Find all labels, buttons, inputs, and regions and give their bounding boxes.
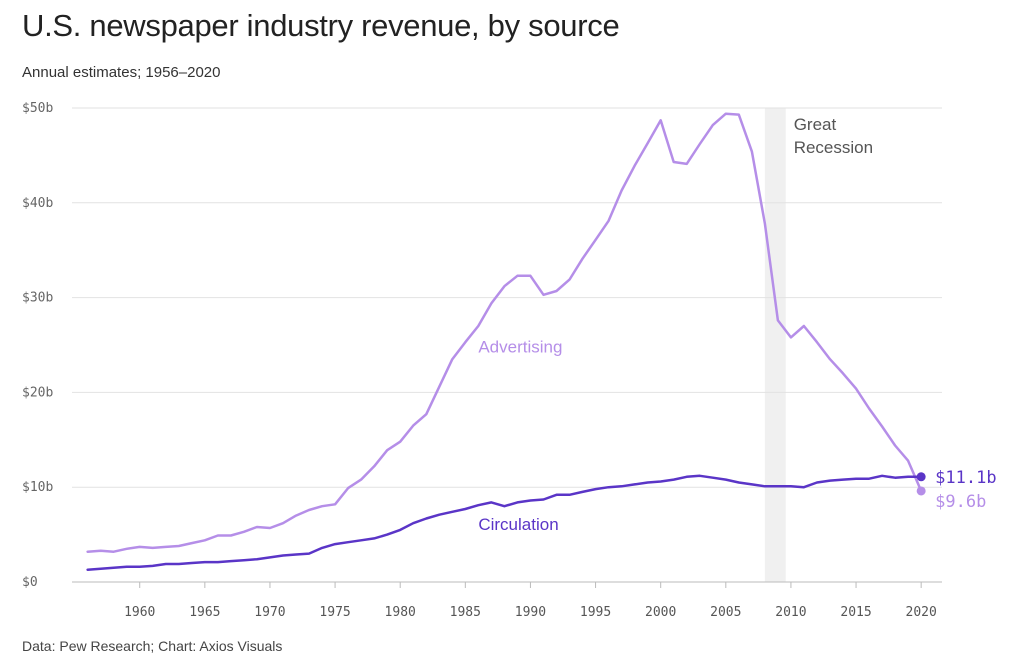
chart-subtitle: Annual estimates; 1956–2020 <box>22 64 221 81</box>
labels-layer: Advertising Circulation $11.1b $9.6b Great Re… <box>478 115 996 534</box>
x-tick-label: 2015 <box>840 605 871 620</box>
series-line-advertising <box>86 112 923 553</box>
chart-svg: $0$10b$20b$30b$40b$50b 1960 1965 1970 1975 1… <box>22 101 997 620</box>
series-end-point-advertising <box>916 486 926 496</box>
series-line-circulation <box>86 474 923 571</box>
recession-annotation-line: Recession <box>794 138 873 157</box>
series-label-advertising: Advertising <box>478 338 562 357</box>
x-tick-label: 1960 <box>124 605 155 620</box>
y-tick-label: $50b <box>22 101 53 116</box>
x-tick-label: 1970 <box>254 605 285 620</box>
x-tick-label: 1990 <box>515 605 546 620</box>
y-tick-label: $10b <box>22 480 53 495</box>
y-axis: $0 $10b $20b $30b $40b $50b <box>22 101 53 590</box>
series-lines <box>86 112 926 571</box>
y-tick-label: $30b <box>22 291 53 306</box>
x-tick-label: 2020 <box>906 605 937 620</box>
chart-title: U.S. newspaper industry revenue, by sour… <box>22 8 620 43</box>
end-label-circulation: $11.1b <box>935 468 996 488</box>
x-tick-label: 2005 <box>710 605 741 620</box>
x-tick-label: 1985 <box>450 605 481 620</box>
series-label-circulation: Circulation <box>478 515 558 534</box>
x-tick-label: 1975 <box>319 605 350 620</box>
end-label-advertising: $9.6b <box>935 492 986 512</box>
x-tick-label: 2000 <box>645 605 676 620</box>
x-tick-label: 1965 <box>189 605 220 620</box>
y-tick-label: $20b <box>22 385 53 400</box>
recession-band <box>764 108 786 582</box>
chart-source: Data: Pew Research; Chart: Axios Visuals <box>22 638 283 654</box>
recession-annotation-line: Great <box>794 115 837 134</box>
y-tick-label: $40b <box>22 196 53 211</box>
recession-band-layer <box>764 108 786 582</box>
x-tick-label: 1980 <box>385 605 416 620</box>
y-tick-label: $0 <box>22 575 38 590</box>
x-tick-label: 2010 <box>775 605 806 620</box>
x-tick-label: 1995 <box>580 605 611 620</box>
series-end-point-circulation <box>916 472 926 482</box>
x-axis: 1960 1965 1970 1975 1980 1985 1990 1995 2000 2005… <box>72 581 942 620</box>
